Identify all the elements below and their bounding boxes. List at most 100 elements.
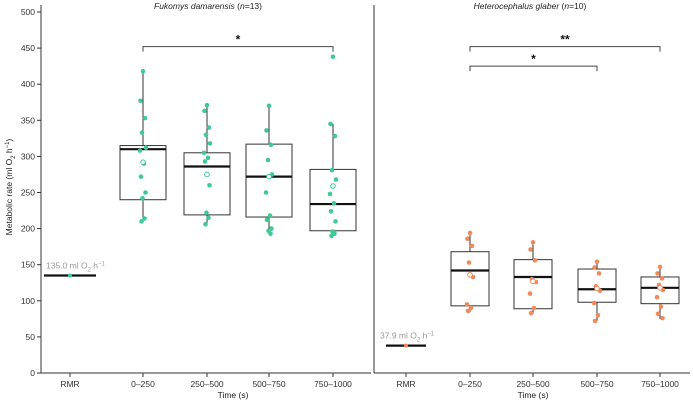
significance-bracket bbox=[469, 65, 598, 72]
significance-label: * bbox=[531, 52, 536, 66]
data-point bbox=[466, 260, 472, 265]
x-tick-label: 0–250 bbox=[458, 379, 482, 389]
mean-point bbox=[330, 183, 336, 189]
data-point bbox=[333, 219, 338, 224]
rmr-label: 135.0 ml O2 h−1 bbox=[46, 261, 106, 274]
box-group bbox=[513, 240, 553, 316]
data-point bbox=[202, 108, 207, 114]
box-iqr bbox=[119, 145, 167, 201]
mean-point bbox=[204, 171, 210, 178]
box-iqr bbox=[309, 168, 357, 232]
panel-fukomys: Fukomys damarensis (n=13) Time (s) bbox=[154, 1, 262, 400]
data-point bbox=[333, 177, 339, 182]
data-point bbox=[142, 216, 147, 221]
x-tick-label: RMR bbox=[60, 379, 79, 389]
data-point bbox=[532, 258, 538, 263]
mean-point bbox=[594, 285, 600, 292]
data-point bbox=[527, 291, 533, 296]
box-iqr bbox=[245, 143, 293, 218]
data-point bbox=[137, 148, 143, 153]
data-point bbox=[655, 311, 661, 317]
data-point bbox=[203, 132, 209, 138]
y-tick-label: 300 bbox=[21, 151, 35, 161]
data-point bbox=[594, 259, 600, 265]
data-point bbox=[596, 271, 602, 276]
x-tick-label: 500–750 bbox=[580, 379, 613, 389]
box-group bbox=[119, 68, 167, 224]
data-point bbox=[265, 157, 271, 163]
y-tick-label: 0 bbox=[30, 368, 35, 378]
data-point bbox=[465, 236, 470, 242]
mean-point bbox=[266, 173, 272, 180]
data-point bbox=[328, 208, 334, 214]
x-axis-title-fukomys: Time (s) bbox=[218, 390, 249, 400]
box-iqr bbox=[513, 259, 553, 310]
data-point bbox=[531, 305, 537, 311]
y-tick-label: 200 bbox=[21, 224, 35, 234]
data-point bbox=[207, 182, 212, 188]
data-point bbox=[201, 150, 207, 156]
box-group bbox=[577, 259, 617, 324]
significance-label: ** bbox=[560, 33, 570, 47]
data-point bbox=[267, 213, 273, 218]
data-point bbox=[464, 302, 470, 307]
y-tick-label: 500 bbox=[21, 7, 35, 17]
data-point bbox=[139, 130, 145, 135]
rmr-label: 37.9 ml O2 h−1 bbox=[380, 331, 435, 344]
data-point bbox=[331, 201, 337, 206]
significance-bracket bbox=[469, 46, 661, 52]
data-point bbox=[327, 191, 333, 197]
data-point bbox=[528, 310, 534, 316]
data-point bbox=[266, 103, 272, 109]
x-tick-label: 250–500 bbox=[516, 379, 549, 389]
rmr-point bbox=[404, 343, 408, 348]
x-tick-label: 250–500 bbox=[190, 379, 223, 389]
y-tick-label: 250 bbox=[21, 188, 35, 198]
data-point bbox=[469, 243, 475, 249]
panel-0-marks: 0 50 100 150 200 250 300 350 400 450 500 RMR 0–250 25… bbox=[21, 5, 371, 389]
x-tick-label: 500–750 bbox=[252, 379, 285, 389]
mean-point bbox=[140, 159, 146, 165]
data-point bbox=[465, 308, 471, 314]
data-point bbox=[595, 312, 601, 318]
y-tick-label: 50 bbox=[26, 332, 36, 342]
data-point bbox=[328, 121, 333, 127]
box-group bbox=[245, 103, 293, 236]
data-point bbox=[143, 145, 149, 151]
box-iqr bbox=[183, 152, 231, 216]
data-point bbox=[592, 318, 598, 324]
x-tick-label: 750–1000 bbox=[641, 379, 679, 389]
x-tick-label: 0–250 bbox=[131, 379, 155, 389]
panel-title-heterocephalus: Heterocephalus glaber (n=10) bbox=[474, 1, 587, 11]
data-point bbox=[658, 304, 664, 309]
panel-heterocephalus: Heterocephalus glaber (n=10) Time (s) bbox=[474, 1, 587, 400]
y-axis-title: Metabolic rate (ml O2 h−1) bbox=[4, 139, 17, 236]
y-tick-label: 450 bbox=[21, 43, 35, 53]
data-point bbox=[202, 159, 208, 164]
data-point bbox=[204, 210, 209, 216]
significance-bracket bbox=[142, 46, 334, 52]
data-point bbox=[206, 215, 211, 221]
data-point bbox=[203, 221, 208, 227]
data-point bbox=[206, 125, 212, 130]
data-point bbox=[467, 230, 473, 236]
box-group bbox=[450, 230, 490, 314]
panel-1-marks: RMR 0–250 250–500 500–750 750–1000 37.9 ml O2… bbox=[373, 5, 690, 389]
data-point bbox=[142, 115, 148, 121]
data-point bbox=[264, 128, 269, 133]
box-group bbox=[183, 102, 231, 227]
data-point bbox=[660, 315, 665, 321]
data-point bbox=[329, 167, 335, 173]
y-tick-label: 350 bbox=[21, 115, 35, 125]
data-point bbox=[140, 195, 145, 201]
mean-point bbox=[530, 278, 536, 285]
data-point bbox=[654, 294, 660, 300]
y-tick-label: 100 bbox=[21, 296, 35, 306]
data-point bbox=[468, 305, 474, 311]
data-point bbox=[332, 133, 338, 139]
data-point bbox=[204, 102, 210, 108]
data-point bbox=[268, 231, 273, 236]
mean-point bbox=[657, 285, 663, 291]
data-point bbox=[138, 98, 143, 104]
data-point bbox=[205, 155, 211, 161]
